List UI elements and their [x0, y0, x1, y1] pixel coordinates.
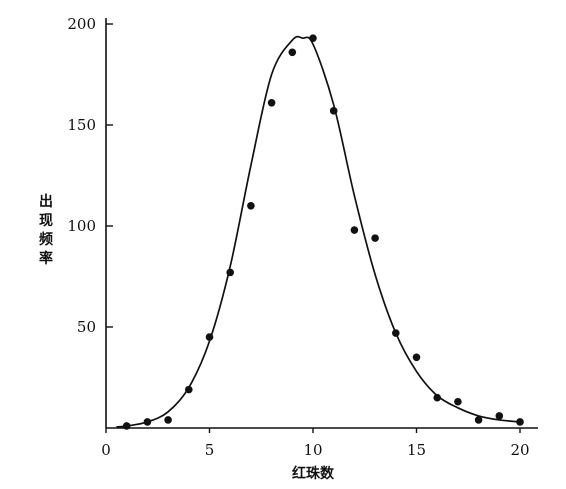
y-axis-title-char: 现	[39, 213, 53, 229]
data-point	[329, 107, 338, 115]
y-tick-label: 100	[67, 217, 96, 235]
data-point	[392, 329, 400, 337]
data-point	[226, 268, 234, 277]
fitted-curve	[116, 35, 521, 428]
data-point	[288, 48, 297, 57]
x-tick-label: 15	[407, 441, 426, 459]
data-point	[516, 418, 524, 426]
data-point	[205, 333, 214, 341]
data-point	[267, 98, 276, 107]
data-point	[350, 226, 359, 234]
x-tick-label: 5	[205, 441, 215, 459]
data-point	[495, 412, 504, 420]
data-point	[247, 202, 255, 210]
data-point	[164, 416, 172, 424]
data-point	[433, 393, 442, 402]
y-tick-label: 150	[67, 116, 96, 134]
y-axis-title-char: 出	[39, 193, 53, 210]
axes	[105, 18, 538, 433]
data-point	[143, 418, 152, 426]
data-point	[371, 234, 379, 242]
fitted-curve-layer	[116, 35, 521, 428]
data-point	[122, 422, 131, 430]
x-tick-label: 20	[510, 441, 529, 459]
axis-labels-layer: 0 5 10 15 20 50 100 150 200 红珠数 出现频率	[39, 15, 530, 482]
x-tick-label: 0	[101, 441, 111, 459]
x-tick-label: 10	[303, 441, 322, 459]
data-point	[309, 34, 317, 42]
data-points-layer	[122, 34, 524, 430]
y-tick-label: 200	[67, 15, 96, 33]
y-axis-title: 出现频率	[39, 193, 53, 267]
data-point	[454, 397, 462, 406]
y-axis-title-char: 频	[39, 231, 53, 248]
data-point	[412, 353, 421, 362]
x-axis-title: 红珠数	[292, 465, 335, 482]
data-point	[474, 416, 483, 424]
data-point	[185, 385, 193, 394]
y-tick-label: 50	[77, 318, 96, 336]
y-axis-title-char: 率	[39, 250, 53, 267]
